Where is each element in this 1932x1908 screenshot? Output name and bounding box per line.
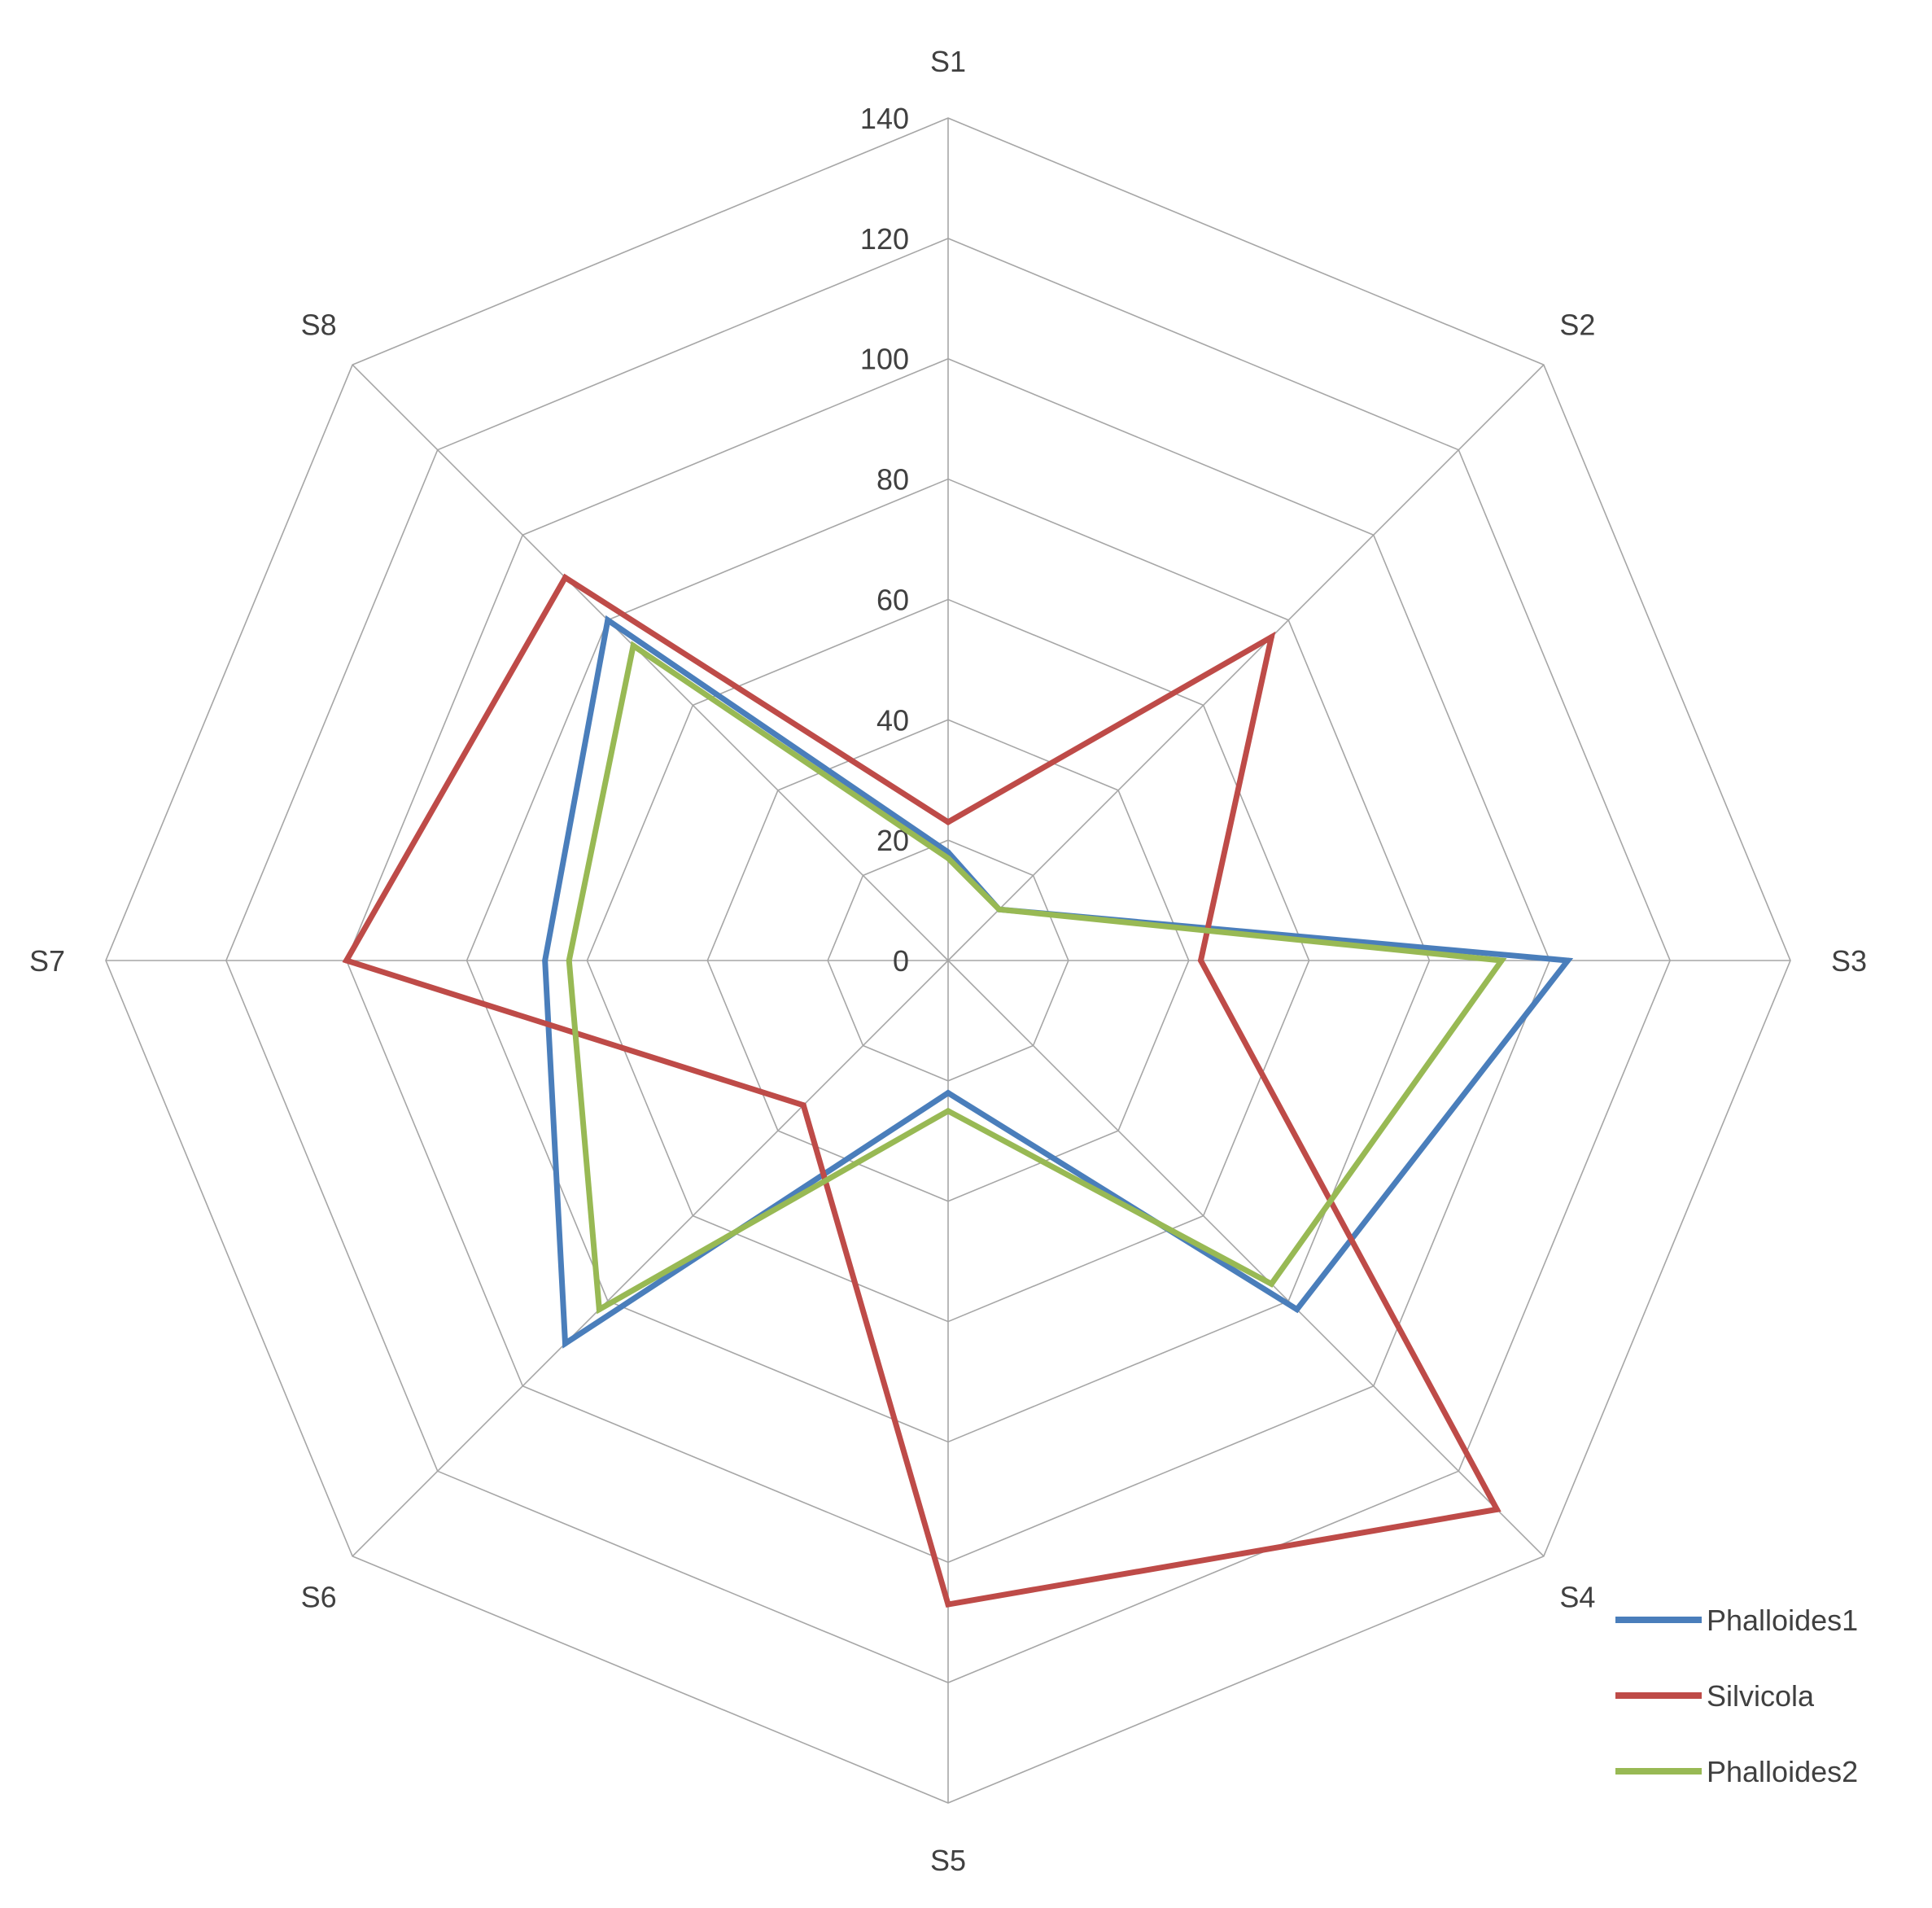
data-point-phalloides2-s5 — [945, 1108, 951, 1114]
series-line-phalloides2 — [566, 641, 1507, 1315]
data-point-silvicola-s2 — [1268, 634, 1274, 641]
data-point-phalloides1-s3 — [1564, 957, 1571, 964]
data-point-phalloides2-s7 — [566, 957, 572, 964]
spoke-s4 — [947, 960, 1545, 1557]
legend-label-phalloides2: Phalloides2 — [1707, 1755, 1858, 1788]
spoke-s8 — [352, 364, 949, 961]
tick-label: 120 — [860, 222, 909, 256]
tick-label: 0 — [893, 944, 909, 978]
category-label-s2: S2 — [1559, 309, 1595, 342]
category-label-s1: S1 — [930, 45, 966, 78]
tick-label: 140 — [860, 102, 909, 135]
series-line-phalloides1 — [542, 615, 1574, 1349]
category-label-s3: S3 — [1831, 944, 1867, 978]
data-point-silvicola-s5 — [945, 1601, 951, 1608]
series-line-silvicola — [342, 573, 1501, 1608]
category-label-s6: S6 — [301, 1580, 337, 1613]
data-point-silvicola-s3 — [1198, 957, 1204, 964]
category-label-s4: S4 — [1559, 1580, 1595, 1613]
data-point-phalloides1-s8 — [605, 617, 611, 624]
data-point-phalloides2-s3 — [1498, 957, 1505, 964]
data-point-phalloides2-s6 — [596, 1306, 602, 1313]
data-point-silvicola-s6 — [800, 1102, 806, 1109]
grid-layer — [105, 117, 1791, 1804]
legend-label-silvicola: Silvicola — [1707, 1679, 1815, 1713]
data-point-phalloides1-s1 — [945, 849, 951, 856]
data-point-phalloides1-s5 — [945, 1090, 951, 1096]
tick-label: 100 — [860, 343, 909, 376]
data-point-phalloides2-s1 — [945, 855, 951, 861]
category-label-s5: S5 — [930, 1844, 966, 1877]
data-point-silvicola-s1 — [945, 819, 951, 825]
data-point-phalloides2-s2 — [996, 906, 1003, 912]
category-label-s7: S7 — [29, 944, 65, 978]
data-point-phalloides1-s4 — [1294, 1306, 1300, 1313]
data-point-phalloides2-s4 — [1268, 1280, 1274, 1287]
data-point-phalloides1-s7 — [542, 957, 549, 964]
data-point-silvicola-s8 — [562, 575, 569, 581]
tick-label: 80 — [876, 463, 909, 497]
axis-label-layer: S1 S2 S3 S4 S5 S6 S7 S8 — [29, 45, 1867, 1877]
legend: Phalloides1 Silvicola Phalloides2 — [1615, 1604, 1858, 1788]
tick-label: 60 — [876, 583, 909, 616]
data-point-phalloides1-s6 — [562, 1340, 569, 1346]
legend-label-phalloides1: Phalloides1 — [1707, 1604, 1858, 1637]
category-label-s8: S8 — [301, 309, 337, 342]
spoke-s6 — [352, 960, 949, 1557]
data-point-phalloides2-s8 — [630, 642, 636, 649]
tick-label: 40 — [876, 703, 909, 737]
spoke-s2 — [947, 364, 1545, 961]
series-layer — [342, 573, 1574, 1608]
data-point-silvicola-s7 — [343, 957, 350, 964]
data-point-silvicola-s4 — [1493, 1506, 1500, 1512]
